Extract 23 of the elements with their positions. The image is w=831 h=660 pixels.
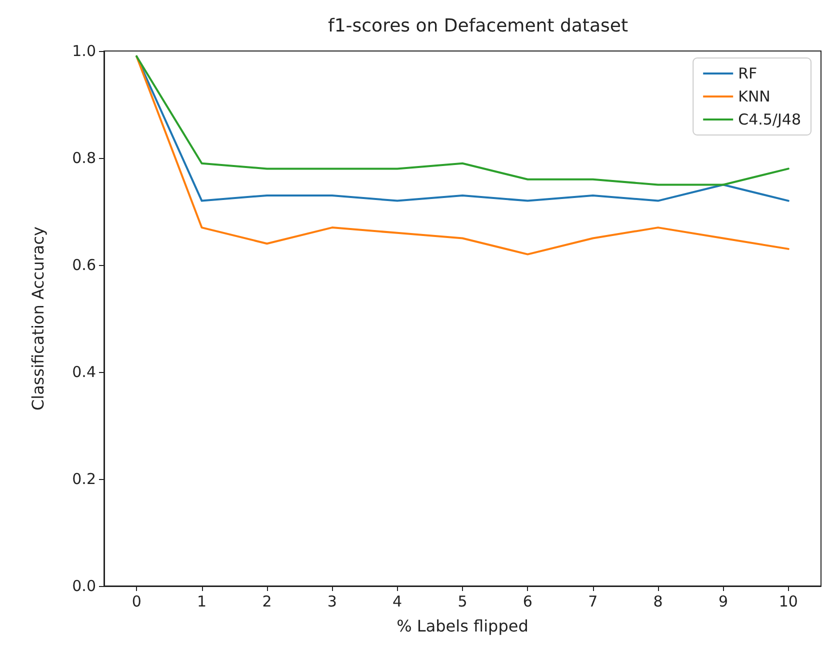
x-tick-label: 0 — [132, 592, 142, 610]
y-tick-label: 0.4 — [72, 363, 96, 381]
y-tick-label: 0.8 — [72, 149, 96, 167]
y-tick-label: 0.0 — [72, 577, 96, 595]
legend-label: RF — [738, 64, 758, 82]
x-tick-label: 2 — [262, 592, 272, 610]
x-tick-label: 5 — [458, 592, 468, 610]
x-tick-label: 4 — [392, 592, 402, 610]
x-axis-title: % Labels flipped — [396, 616, 528, 636]
y-axis-title: Classification Accuracy — [28, 226, 48, 410]
x-tick-label: 10 — [778, 592, 798, 610]
x-tick-label: 8 — [653, 592, 663, 610]
x-tick-label: 7 — [588, 592, 598, 610]
x-tick-label: 1 — [197, 592, 207, 610]
x-tick-label: 6 — [522, 592, 532, 610]
legend-label: C4.5/J48 — [738, 110, 802, 128]
chart-title: f1-scores on Defacement dataset — [328, 16, 628, 36]
x-tick-label: 3 — [327, 592, 337, 610]
y-tick-label: 1.0 — [72, 42, 96, 60]
y-tick-label: 0.6 — [72, 256, 96, 274]
y-tick-label: 0.2 — [72, 470, 96, 488]
x-tick-label: 9 — [718, 592, 728, 610]
legend-label: KNN — [738, 88, 770, 106]
